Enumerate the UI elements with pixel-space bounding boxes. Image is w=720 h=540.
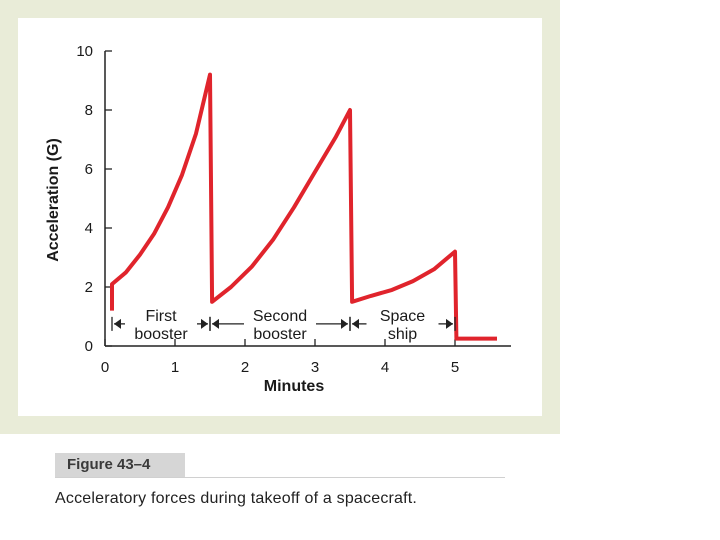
x-tick-label: 1 — [171, 359, 179, 376]
y-tick-label: 10 — [76, 43, 93, 60]
x-tick-label: 5 — [451, 359, 459, 376]
phase-label: Second — [253, 308, 307, 325]
phase-arrow-head-right — [446, 318, 453, 329]
y-tick-label: 0 — [85, 338, 93, 355]
x-axis-label: Minutes — [264, 378, 325, 395]
phase-label: Space — [380, 308, 425, 325]
y-tick-label: 2 — [85, 279, 93, 296]
x-tick-label: 4 — [381, 359, 389, 376]
phase-arrow-head-left — [212, 318, 219, 329]
phase-arrow-head-right — [341, 318, 348, 329]
y-tick-label: 8 — [85, 102, 93, 119]
figure-label: Figure 43–4 — [55, 453, 185, 477]
phase-label: booster — [134, 326, 188, 343]
y-axis-label: Acceleration (G) — [45, 138, 62, 262]
x-tick-label: 0 — [101, 359, 109, 376]
phase-label: booster — [253, 326, 307, 343]
phase-arrow-head-left — [352, 318, 359, 329]
phase-label: ship — [388, 326, 417, 343]
y-tick-label: 4 — [85, 220, 93, 237]
phase-arrow-head-right — [201, 318, 208, 329]
figure-divider — [55, 477, 505, 478]
x-tick-label: 3 — [311, 359, 319, 376]
phase-arrow-head-left — [114, 318, 121, 329]
y-tick-label: 6 — [85, 161, 93, 178]
figure-caption: Acceleratory forces during takeoff of a … — [55, 490, 418, 507]
phase-label: First — [145, 308, 177, 325]
acceleration-series-line — [110, 72, 497, 341]
x-tick-label: 2 — [241, 359, 249, 376]
